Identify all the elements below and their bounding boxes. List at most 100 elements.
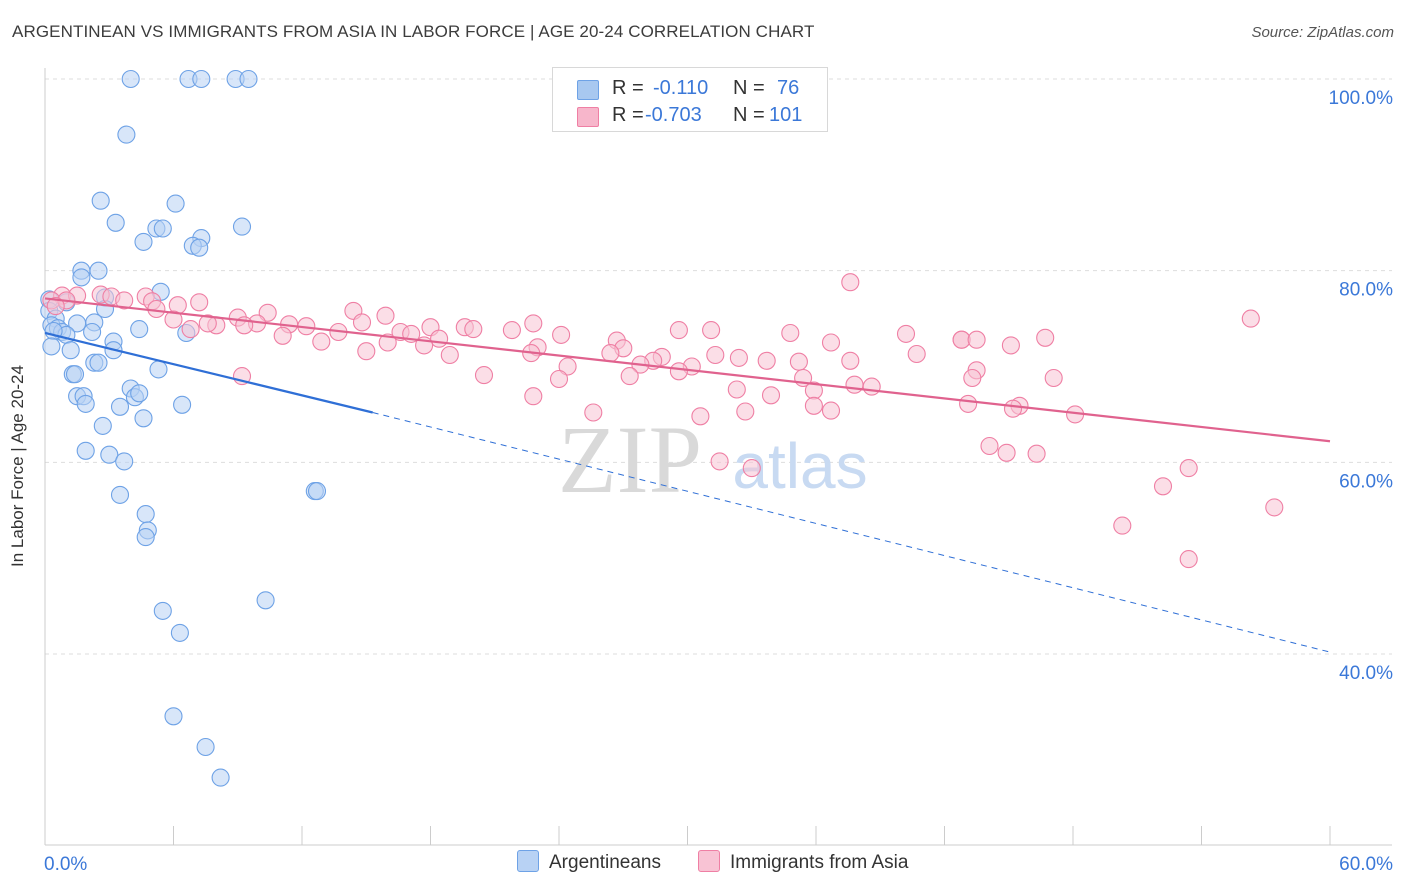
immigrants-points — [42, 273, 1284, 569]
immigrants-point — [464, 320, 483, 339]
argentineans-point — [149, 360, 168, 379]
immigrants-point — [620, 367, 639, 386]
immigrants-point — [727, 380, 746, 399]
watermark: ZIP atlas — [558, 406, 868, 513]
r-label: R = — [612, 104, 644, 126]
immigrants-point — [862, 377, 881, 396]
r-value: -0.703 — [645, 104, 702, 126]
immigrants-point — [781, 323, 800, 343]
immigrants-point — [706, 345, 725, 365]
argentineans-point — [117, 125, 136, 144]
argentineans-point — [239, 69, 258, 89]
immigrants-point — [967, 330, 986, 349]
argentineans-point — [76, 394, 95, 413]
legend-item-argentineans[interactable]: Argentineans — [517, 850, 661, 874]
immigrants-point — [312, 332, 331, 351]
n-value: 76 — [777, 77, 800, 99]
argentineans-point — [196, 737, 215, 757]
immigrants-point — [896, 324, 916, 343]
immigrants-point — [841, 273, 860, 292]
argentineans-point — [134, 232, 153, 251]
immigrants-point — [821, 333, 841, 352]
immigrants-point — [524, 387, 543, 406]
immigrants-point — [1003, 399, 1023, 418]
argentineans-point — [110, 485, 130, 504]
argentineans-point — [89, 261, 108, 280]
immigrants-point — [963, 368, 982, 388]
immigrants-point — [1036, 328, 1055, 347]
x-tick-label: 60.0% — [1339, 854, 1393, 875]
immigrants-point — [841, 351, 860, 370]
immigrants-point — [997, 443, 1016, 462]
argentineans-swatch — [577, 80, 599, 100]
legend-label: Argentineans — [549, 852, 661, 873]
argentineans-point — [190, 238, 209, 257]
argentineans-point — [256, 591, 275, 610]
immigrants-point — [549, 369, 569, 389]
immigrants-point — [258, 303, 277, 322]
chart-title: ARGENTINEAN VS IMMIGRANTS FROM ASIA IN L… — [12, 22, 815, 41]
immigrants-point — [729, 348, 748, 367]
immigrants-point — [821, 401, 841, 420]
argentineans-point — [136, 505, 155, 524]
argentineans-trend-line — [44, 331, 373, 414]
immigrants-point — [702, 321, 721, 340]
immigrants-point — [357, 342, 376, 361]
immigrants-point — [1044, 368, 1063, 388]
immigrants-point — [959, 394, 978, 413]
r-label: R = — [612, 77, 644, 99]
immigrants-point — [691, 407, 710, 426]
x-tick-labels: 0.0% 60.0% — [44, 854, 1393, 875]
r-value: -0.110 — [653, 77, 709, 99]
immigrants-point — [524, 314, 543, 333]
argentineans-point — [42, 337, 61, 356]
immigrants-point — [1001, 336, 1020, 355]
y-tick-labels: 100.0% 80.0% 60.0% 40.0% — [1329, 88, 1394, 684]
n-value: 101 — [769, 104, 803, 126]
immigrants-point — [440, 345, 459, 365]
x-tick-label: 0.0% — [44, 854, 87, 875]
immigrants-point — [669, 362, 688, 381]
immigrants-point — [376, 306, 395, 325]
immigrants-point — [584, 403, 603, 422]
immigrants-point — [190, 293, 209, 312]
immigrants-point — [352, 313, 372, 332]
argentineans-point — [164, 707, 183, 726]
stats-row-immigrants: R = -0.703 N = 101 — [553, 102, 827, 128]
n-label: N = — [733, 104, 765, 126]
immigrants-point — [1179, 459, 1198, 478]
immigrants-point — [1265, 498, 1284, 517]
argentineans-legend-swatch — [517, 850, 539, 872]
immigrants-point — [1179, 550, 1198, 569]
immigrants-point — [46, 297, 65, 316]
immigrants-point — [710, 452, 729, 471]
y-tick-label: 60.0% — [1339, 471, 1393, 492]
argentineans-point — [100, 445, 119, 464]
immigrants-trend-line — [44, 297, 1331, 443]
immigrants-point — [1027, 444, 1046, 463]
argentineans-point — [83, 322, 102, 342]
argentineans-point — [173, 395, 192, 414]
immigrants-point — [761, 386, 781, 405]
immigrants-point — [115, 291, 134, 310]
argentineans-point — [110, 397, 130, 416]
y-tick-label: 80.0% — [1339, 280, 1393, 301]
argentineans-point — [134, 409, 153, 428]
y-axis-label: In Labor Force | Age 20-24 — [8, 365, 27, 567]
legend-item-immigrants[interactable]: Immigrants from Asia — [698, 850, 908, 874]
immigrants-point — [378, 333, 397, 352]
argentineans-point — [192, 69, 211, 89]
immigrants-point — [736, 402, 755, 421]
immigrants-point — [430, 329, 449, 348]
argentineans-points — [40, 69, 327, 787]
y-tick-label: 40.0% — [1339, 663, 1393, 684]
axes — [44, 68, 1392, 846]
immigrants-point — [907, 344, 926, 364]
argentineans-point — [211, 768, 230, 787]
argentineans-point — [121, 69, 140, 89]
immigrants-point — [273, 326, 292, 345]
immigrants-point — [558, 357, 577, 376]
stats-legend: R = -0.110 N = 76 R = -0.703 N = 101 — [552, 67, 828, 132]
watermark-zip: ZIP — [558, 406, 702, 513]
